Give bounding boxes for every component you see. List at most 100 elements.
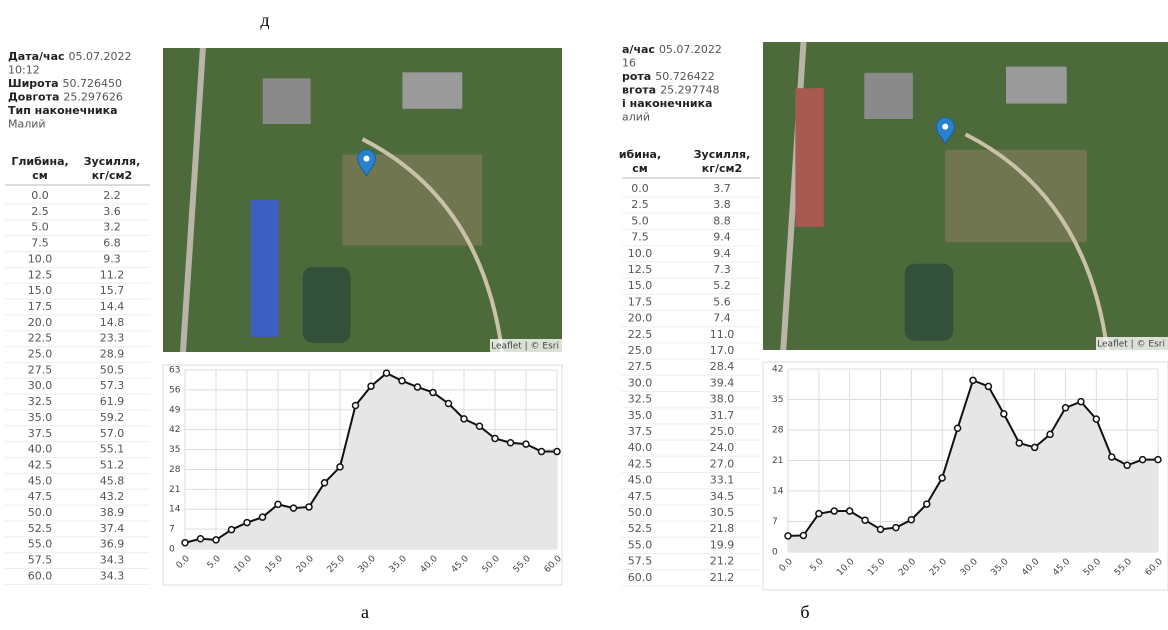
y-tick-label: 63	[169, 366, 180, 376]
map-building	[263, 78, 311, 124]
point	[260, 514, 266, 520]
table-cell: 37.5	[28, 427, 53, 440]
info-label: вгота	[622, 84, 656, 97]
point	[322, 480, 328, 486]
table-cell: 2.5	[631, 198, 649, 211]
table-cell: 2.5	[31, 205, 49, 218]
table-cell: 3.8	[713, 198, 731, 211]
info-value: 50.726422	[655, 70, 715, 83]
map-building	[795, 88, 823, 227]
table-cell: 40.0	[628, 441, 653, 454]
point	[554, 449, 560, 455]
table-cell: 38.9	[100, 506, 125, 519]
table-cell: 60.0	[28, 569, 53, 582]
map-pond	[905, 264, 954, 341]
info-value: 16	[622, 57, 636, 70]
point	[275, 501, 281, 507]
point	[182, 540, 188, 546]
point	[353, 403, 359, 409]
point	[893, 525, 899, 531]
point	[847, 508, 853, 514]
table-cell: 55.0	[628, 538, 653, 551]
panels: Дата/час05.07.202210:12Широта50.726450До…	[5, 42, 1168, 590]
table-cell: 5.6	[713, 295, 731, 308]
point	[244, 520, 250, 526]
y-tick-label: 21	[772, 456, 783, 466]
table-header: см	[632, 162, 648, 175]
point	[1032, 444, 1038, 450]
map-building	[251, 200, 279, 337]
table-cell: 35.0	[628, 409, 653, 422]
table-cell: 61.9	[100, 395, 125, 408]
table-cell: 25.0	[628, 344, 653, 357]
table-cell: 15.7	[100, 284, 125, 297]
table-cell: 15.0	[628, 279, 653, 292]
table-cell: 10.0	[628, 247, 653, 260]
table-cell: 30.0	[28, 379, 53, 392]
table-cell: 42.5	[28, 458, 53, 471]
point	[908, 517, 914, 523]
table-cell: 57.3	[100, 379, 125, 392]
point	[878, 526, 884, 532]
point	[492, 435, 498, 441]
table-cell: 9.3	[103, 252, 121, 265]
info-value: Малий	[8, 118, 46, 131]
table-cell: 5.0	[31, 221, 49, 234]
table-cell: 47.5	[628, 490, 653, 503]
info-value: 50.726450	[63, 77, 123, 90]
y-tick-label: 49	[169, 405, 181, 415]
table-cell: 27.0	[710, 457, 735, 470]
point	[1124, 462, 1130, 468]
table-cell: 57.5	[28, 554, 53, 567]
table-header: кг/см2	[92, 169, 132, 182]
point	[523, 441, 529, 447]
point	[1047, 431, 1053, 437]
info-value: алий	[622, 111, 650, 124]
figure-label: а	[361, 602, 369, 622]
table-cell: 57.0	[100, 427, 125, 440]
point	[539, 449, 545, 455]
table-cell: 25.0	[28, 348, 53, 361]
table-cell: 50.0	[628, 506, 653, 519]
info-value: 25.297748	[660, 84, 720, 97]
map-pond	[303, 267, 351, 343]
y-tick-label: 0	[772, 548, 778, 558]
info-line: 16	[622, 57, 636, 70]
table-cell: 35.0	[28, 411, 53, 424]
table-cell: 14.4	[100, 300, 125, 313]
table-cell: 27.5	[28, 363, 53, 376]
table-cell: 10.0	[28, 252, 53, 265]
map-building	[864, 73, 913, 119]
table-cell: 3.6	[103, 205, 121, 218]
table-cell: 20.0	[628, 312, 653, 325]
point	[924, 501, 930, 507]
info-value: 05.07.2022	[69, 50, 132, 63]
table-cell: 51.2	[100, 458, 125, 471]
table-cell: 3.2	[103, 221, 121, 234]
table-header: Зусилля,	[694, 148, 751, 161]
y-tick-label: 0	[169, 545, 175, 555]
table-header: кг/см2	[702, 162, 742, 175]
table-cell: 30.5	[710, 506, 735, 519]
y-tick-label: 7	[772, 517, 778, 527]
table-cell: 0.0	[631, 182, 649, 195]
table-cell: 47.5	[28, 490, 53, 503]
point	[337, 464, 343, 470]
info-value: 05.07.2022	[659, 43, 722, 56]
table-cell: 19.9	[710, 538, 735, 551]
table-cell: 34.3	[100, 569, 125, 582]
table-cell: 20.0	[28, 316, 53, 329]
y-tick-label: 7	[169, 525, 175, 535]
y-tick-label: 42	[169, 425, 180, 435]
map-attribution: Leaflet | © Esri	[1097, 340, 1165, 350]
point	[229, 527, 235, 533]
info-label: а/час	[622, 43, 655, 56]
table-cell: 31.7	[710, 409, 735, 422]
info-label: Довгота	[8, 91, 59, 104]
table-cell: 12.5	[28, 268, 53, 281]
info-value: 10:12	[8, 64, 40, 77]
info-line: і наконечника	[622, 97, 712, 110]
table-cell: 14.8	[100, 316, 125, 329]
